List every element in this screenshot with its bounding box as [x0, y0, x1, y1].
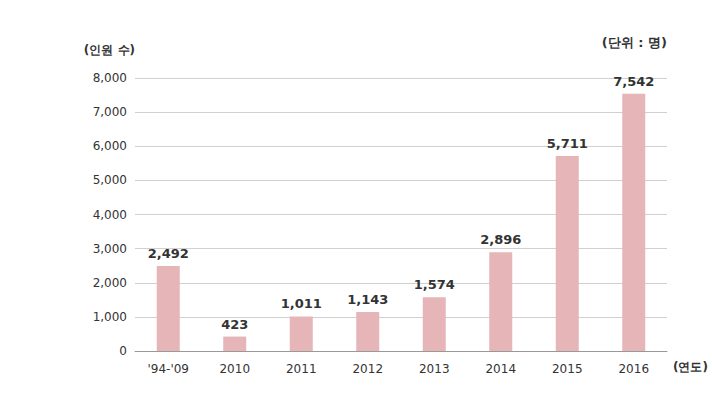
svg-text:1,143: 1,143 — [347, 292, 388, 307]
svg-text:1,000: 1,000 — [93, 310, 127, 324]
svg-text:(단위 : 명): (단위 : 명) — [602, 35, 667, 50]
svg-text:(연도): (연도) — [673, 360, 708, 374]
svg-text:2,896: 2,896 — [480, 232, 521, 247]
svg-text:1,574: 1,574 — [414, 277, 455, 292]
svg-text:3,000: 3,000 — [93, 242, 127, 256]
svg-text:5,711: 5,711 — [547, 136, 588, 151]
svg-text:(인원 수): (인원 수) — [84, 43, 135, 57]
svg-text:5,000: 5,000 — [93, 173, 127, 187]
svg-text:2016: 2016 — [618, 362, 649, 376]
svg-text:7,000: 7,000 — [93, 105, 127, 119]
svg-text:2012: 2012 — [352, 362, 383, 376]
svg-text:4,000: 4,000 — [93, 208, 127, 222]
svg-text:2010: 2010 — [219, 362, 250, 376]
svg-text:0: 0 — [119, 344, 127, 358]
svg-text:1,011: 1,011 — [281, 296, 322, 311]
svg-text:2014: 2014 — [485, 362, 516, 376]
svg-text:'94-'09: '94-'09 — [148, 362, 189, 376]
svg-text:2013: 2013 — [419, 362, 450, 376]
svg-text:2,000: 2,000 — [93, 276, 127, 290]
svg-text:2015: 2015 — [552, 362, 583, 376]
svg-text:8,000: 8,000 — [93, 71, 127, 85]
svg-text:6,000: 6,000 — [93, 139, 127, 153]
svg-text:7,542: 7,542 — [613, 74, 654, 89]
svg-text:2011: 2011 — [286, 362, 317, 376]
svg-text:2,492: 2,492 — [148, 246, 189, 261]
svg-text:423: 423 — [221, 317, 248, 332]
